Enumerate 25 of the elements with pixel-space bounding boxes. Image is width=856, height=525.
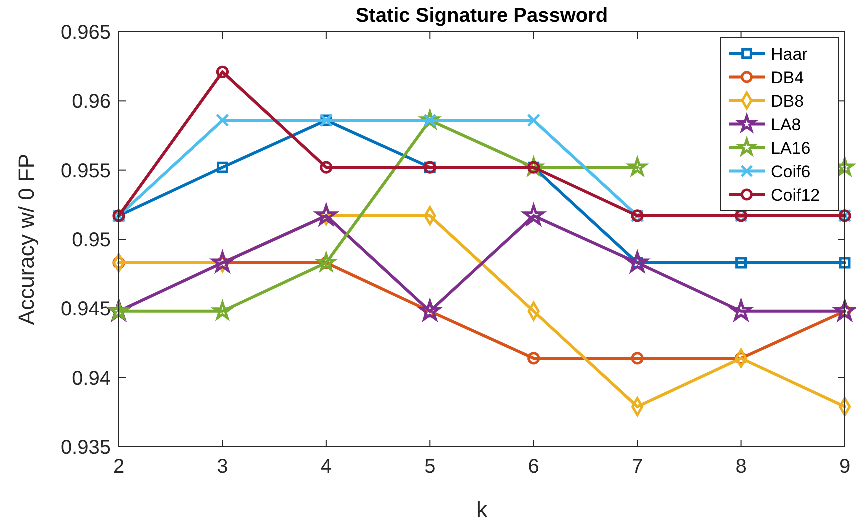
y-tick-label: 0.965 bbox=[60, 22, 111, 44]
legend-label: Coif6 bbox=[771, 162, 811, 182]
legend-label: Coif12 bbox=[771, 186, 820, 205]
y-tick-label: 0.945 bbox=[60, 298, 111, 321]
y-tick-label: 0.935 bbox=[60, 437, 111, 459]
x-tick-label: 9 bbox=[839, 456, 851, 478]
x-axis-title: k bbox=[476, 497, 488, 522]
x-tick-label: 8 bbox=[736, 456, 747, 478]
y-tick-label: 0.95 bbox=[72, 230, 111, 252]
legend-label: LA16 bbox=[771, 138, 811, 158]
legend-label: Haar bbox=[771, 44, 808, 64]
x-tick-label: 4 bbox=[320, 456, 332, 478]
x-tick-label: 5 bbox=[424, 456, 436, 478]
legend-label: DB8 bbox=[771, 92, 804, 111]
x-tick-label: 7 bbox=[632, 456, 644, 478]
y-axis-title: Accuracy w/ 0 FP bbox=[14, 154, 39, 326]
legend-label: LA8 bbox=[771, 115, 802, 134]
y-tick-label: 0.94 bbox=[72, 368, 111, 390]
x-tick-label: 2 bbox=[113, 456, 125, 478]
x-tick-label: 6 bbox=[528, 456, 540, 478]
chart-title: Static Signature Password bbox=[356, 5, 608, 27]
x-tick-label: 3 bbox=[217, 456, 228, 478]
legend-label: DB4 bbox=[771, 68, 804, 88]
y-tick-label: 0.955 bbox=[60, 160, 111, 182]
y-tick-label: 0.96 bbox=[72, 91, 111, 114]
